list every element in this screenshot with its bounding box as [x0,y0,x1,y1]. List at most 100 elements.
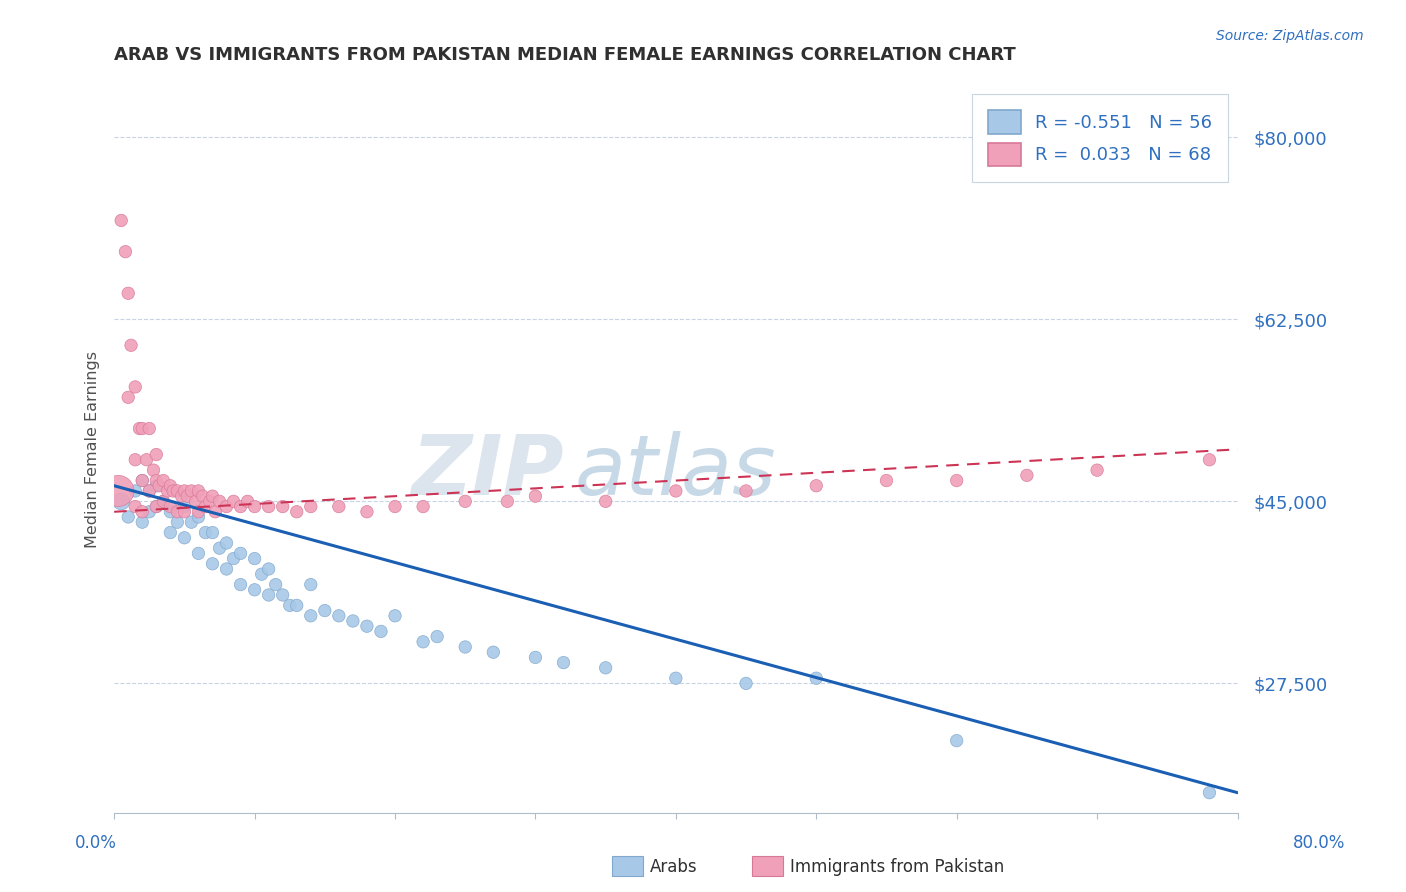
Point [257,588,280,602]
Text: 80.0%: 80.0% [1292,834,1346,852]
Point [201,525,224,540]
Point [194,500,217,514]
Point [370,624,392,639]
Point [496,494,519,508]
Point [328,500,350,514]
Point [243,500,266,514]
Point [665,671,688,685]
Point [107,483,129,498]
Text: Source: ZipAtlas.com: Source: ZipAtlas.com [1216,29,1364,44]
Point [148,479,170,493]
Point [173,500,195,514]
Point [665,483,688,498]
Point [482,645,505,659]
Point [314,604,336,618]
Point [191,489,214,503]
Point [124,380,146,394]
Point [735,676,758,690]
Point [176,489,198,503]
Point [945,733,967,747]
Point [208,541,231,556]
Point [412,500,434,514]
Point [128,421,150,435]
Point [299,577,322,591]
Point [1198,786,1220,800]
Point [170,489,193,503]
Point [124,483,146,498]
Point [243,551,266,566]
Point [454,494,477,508]
Point [152,494,174,508]
Point [187,505,209,519]
Point [553,656,575,670]
Point [142,463,165,477]
Point [145,448,167,462]
Text: atlas: atlas [575,431,776,512]
Point [1015,468,1038,483]
Point [285,599,308,613]
Text: ARAB VS IMMIGRANTS FROM PAKISTAN MEDIAN FEMALE EARNINGS CORRELATION CHART: ARAB VS IMMIGRANTS FROM PAKISTAN MEDIAN … [114,46,1017,64]
Point [229,577,252,591]
Point [138,483,160,498]
Point [264,577,287,591]
Point [204,505,226,519]
Legend: R = -0.551   N = 56, R =  0.033   N = 68: R = -0.551 N = 56, R = 0.033 N = 68 [972,95,1229,182]
Point [159,500,181,514]
Point [138,505,160,519]
Point [120,338,142,352]
Point [131,505,153,519]
Point [222,494,245,508]
Point [173,483,195,498]
Point [201,557,224,571]
Point [384,500,406,514]
Point [194,525,217,540]
Point [271,588,294,602]
Point [110,494,132,508]
Point [257,562,280,576]
Point [187,510,209,524]
Point [138,483,160,498]
Point [166,515,188,529]
Point [524,489,547,503]
Point [222,551,245,566]
Point [173,505,195,519]
Point [187,546,209,560]
Point [110,213,132,227]
Point [131,474,153,488]
Point [1198,452,1220,467]
Point [328,608,350,623]
Point [229,546,252,560]
Point [1085,463,1108,477]
Point [278,599,301,613]
Point [180,515,202,529]
Point [356,619,378,633]
Point [152,474,174,488]
Point [117,510,139,524]
Point [426,630,449,644]
Point [159,505,181,519]
Point [524,650,547,665]
Point [198,494,221,508]
Text: ZIP: ZIP [411,431,564,512]
Point [735,483,758,498]
Text: Immigrants from Pakistan: Immigrants from Pakistan [790,858,1004,876]
Point [166,505,188,519]
Point [595,494,617,508]
Point [806,479,828,493]
Point [166,483,188,498]
Point [117,390,139,404]
Point [138,421,160,435]
Point [201,489,224,503]
Point [124,500,146,514]
Point [135,452,157,467]
Point [299,608,322,623]
Point [145,500,167,514]
Point [229,500,252,514]
Point [384,608,406,623]
Point [412,635,434,649]
Point [454,640,477,654]
Point [243,582,266,597]
Point [131,515,153,529]
Point [215,500,238,514]
Point [595,661,617,675]
